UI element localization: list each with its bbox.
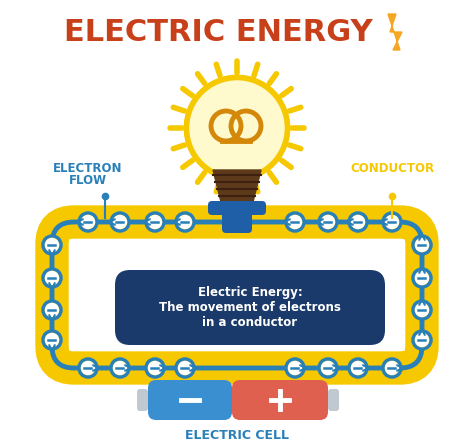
Text: ELECTRIC CELL: ELECTRIC CELL (185, 428, 289, 441)
Circle shape (289, 362, 301, 375)
Circle shape (46, 333, 58, 346)
Text: in a conductor: in a conductor (202, 315, 298, 328)
Circle shape (148, 215, 162, 228)
Circle shape (413, 301, 431, 319)
Text: CONDUCTOR: CONDUCTOR (350, 161, 434, 175)
Circle shape (413, 269, 431, 287)
Circle shape (352, 362, 365, 375)
Circle shape (111, 213, 129, 231)
Text: ELECTRIC ENERGY: ELECTRIC ENERGY (64, 17, 372, 47)
Circle shape (416, 333, 428, 346)
Text: FLOW: FLOW (69, 173, 107, 186)
Circle shape (82, 362, 94, 375)
Circle shape (286, 213, 304, 231)
FancyBboxPatch shape (222, 201, 252, 233)
Circle shape (416, 238, 428, 251)
Polygon shape (213, 170, 261, 202)
Circle shape (413, 236, 431, 254)
Circle shape (46, 303, 58, 316)
Circle shape (179, 362, 191, 375)
Circle shape (176, 213, 194, 231)
Circle shape (113, 215, 127, 228)
Circle shape (321, 362, 335, 375)
Circle shape (179, 215, 191, 228)
Circle shape (79, 213, 97, 231)
Circle shape (43, 236, 61, 254)
Circle shape (111, 359, 129, 377)
Polygon shape (388, 14, 402, 50)
Text: ELECTRON: ELECTRON (53, 161, 123, 175)
Circle shape (43, 269, 61, 287)
Circle shape (352, 215, 365, 228)
Circle shape (146, 213, 164, 231)
Circle shape (349, 213, 367, 231)
Circle shape (286, 359, 304, 377)
Circle shape (46, 271, 58, 284)
Circle shape (82, 215, 94, 228)
Circle shape (113, 362, 127, 375)
Circle shape (185, 76, 289, 180)
FancyBboxPatch shape (328, 389, 339, 411)
FancyBboxPatch shape (115, 270, 385, 345)
Circle shape (385, 362, 399, 375)
Circle shape (146, 359, 164, 377)
Circle shape (46, 238, 58, 251)
FancyBboxPatch shape (232, 380, 328, 420)
Circle shape (43, 331, 61, 349)
Circle shape (148, 362, 162, 375)
Circle shape (383, 213, 401, 231)
Circle shape (349, 359, 367, 377)
Circle shape (43, 301, 61, 319)
Circle shape (321, 215, 335, 228)
Text: The movement of electrons: The movement of electrons (159, 301, 341, 314)
Circle shape (385, 215, 399, 228)
Circle shape (416, 303, 428, 316)
Circle shape (319, 359, 337, 377)
Circle shape (289, 215, 301, 228)
Circle shape (416, 271, 428, 284)
Text: Electric Energy:: Electric Energy: (198, 285, 302, 298)
FancyBboxPatch shape (137, 389, 148, 411)
FancyBboxPatch shape (148, 380, 232, 420)
Circle shape (319, 213, 337, 231)
Circle shape (79, 359, 97, 377)
FancyBboxPatch shape (208, 201, 266, 215)
Circle shape (190, 81, 284, 175)
Circle shape (176, 359, 194, 377)
Circle shape (383, 359, 401, 377)
Circle shape (413, 331, 431, 349)
